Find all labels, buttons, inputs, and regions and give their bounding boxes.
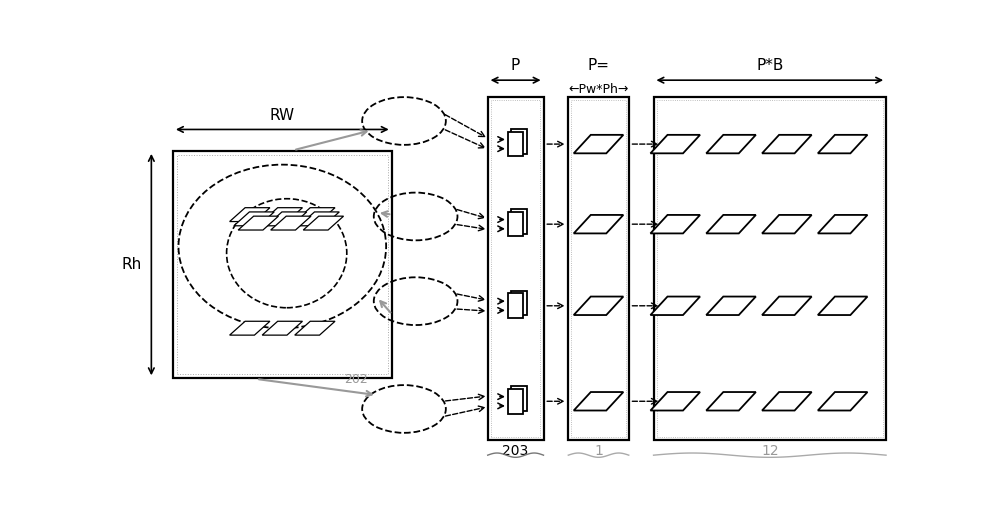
Polygon shape — [295, 208, 335, 221]
Polygon shape — [762, 392, 812, 411]
Polygon shape — [762, 135, 812, 153]
Text: 203: 203 — [502, 444, 529, 458]
Polygon shape — [238, 216, 278, 230]
Polygon shape — [762, 215, 812, 233]
Polygon shape — [295, 321, 335, 335]
Polygon shape — [271, 216, 311, 230]
Polygon shape — [303, 216, 344, 230]
Polygon shape — [230, 321, 270, 335]
Text: Rh: Rh — [122, 257, 142, 272]
Polygon shape — [706, 297, 756, 315]
Polygon shape — [574, 297, 623, 315]
Polygon shape — [511, 129, 527, 154]
Polygon shape — [818, 297, 867, 315]
Polygon shape — [262, 208, 302, 221]
Polygon shape — [650, 215, 700, 233]
FancyBboxPatch shape — [654, 97, 886, 440]
Polygon shape — [262, 321, 302, 335]
Polygon shape — [650, 135, 700, 153]
Polygon shape — [508, 294, 523, 318]
Polygon shape — [574, 135, 623, 153]
Text: ←Pw*Ph→: ←Pw*Ph→ — [568, 83, 629, 96]
Text: P=: P= — [588, 58, 610, 73]
Polygon shape — [511, 209, 527, 234]
FancyBboxPatch shape — [173, 151, 392, 378]
Text: RW: RW — [270, 108, 295, 123]
Polygon shape — [234, 212, 274, 226]
Polygon shape — [508, 389, 523, 414]
Polygon shape — [818, 392, 867, 411]
Text: P*B: P*B — [756, 58, 783, 73]
Polygon shape — [650, 392, 700, 411]
Polygon shape — [299, 212, 339, 226]
Polygon shape — [574, 215, 623, 233]
Polygon shape — [706, 392, 756, 411]
FancyBboxPatch shape — [568, 97, 629, 440]
Text: 202: 202 — [344, 373, 368, 386]
Polygon shape — [762, 297, 812, 315]
Polygon shape — [508, 212, 523, 237]
Polygon shape — [818, 135, 867, 153]
Text: 1: 1 — [594, 444, 603, 458]
Polygon shape — [818, 215, 867, 233]
Text: 12: 12 — [761, 444, 779, 458]
Polygon shape — [574, 392, 623, 411]
Text: P: P — [511, 58, 520, 73]
Polygon shape — [266, 212, 307, 226]
Polygon shape — [511, 291, 527, 316]
FancyBboxPatch shape — [488, 97, 544, 440]
Polygon shape — [511, 386, 527, 411]
Polygon shape — [508, 132, 523, 157]
Polygon shape — [230, 208, 270, 221]
Polygon shape — [706, 215, 756, 233]
Polygon shape — [650, 297, 700, 315]
Polygon shape — [706, 135, 756, 153]
